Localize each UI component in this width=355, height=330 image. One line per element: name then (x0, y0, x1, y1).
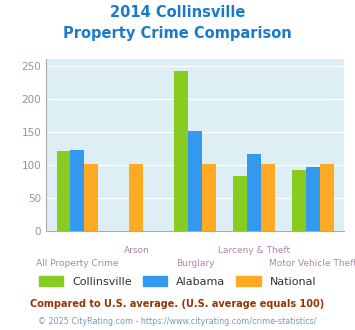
Bar (70, 150, 84, 231)
Text: 2014 Collinsville: 2014 Collinsville (110, 5, 245, 20)
Bar (84, 164, 98, 231)
Text: Arson: Arson (124, 246, 149, 255)
Legend: Collinsville, Alabama, National: Collinsville, Alabama, National (34, 271, 321, 291)
Bar (292, 170, 306, 231)
Bar (233, 176, 247, 231)
Text: Burglary: Burglary (176, 259, 214, 268)
Bar (188, 131, 202, 231)
Text: Property Crime Comparison: Property Crime Comparison (63, 26, 292, 41)
Text: Larceny & Theft: Larceny & Theft (218, 246, 290, 255)
Bar (174, 71, 188, 231)
Bar (261, 164, 275, 231)
Text: © 2025 CityRating.com - https://www.cityrating.com/crime-statistics/: © 2025 CityRating.com - https://www.city… (38, 317, 317, 326)
Bar (56, 151, 70, 231)
Bar (129, 164, 143, 231)
Text: All Property Crime: All Property Crime (36, 259, 119, 268)
Bar (306, 167, 320, 231)
Text: Motor Vehicle Theft: Motor Vehicle Theft (269, 259, 355, 268)
Bar (247, 154, 261, 231)
Bar (320, 164, 334, 231)
Bar (202, 164, 216, 231)
Text: Compared to U.S. average. (U.S. average equals 100): Compared to U.S. average. (U.S. average … (31, 299, 324, 309)
